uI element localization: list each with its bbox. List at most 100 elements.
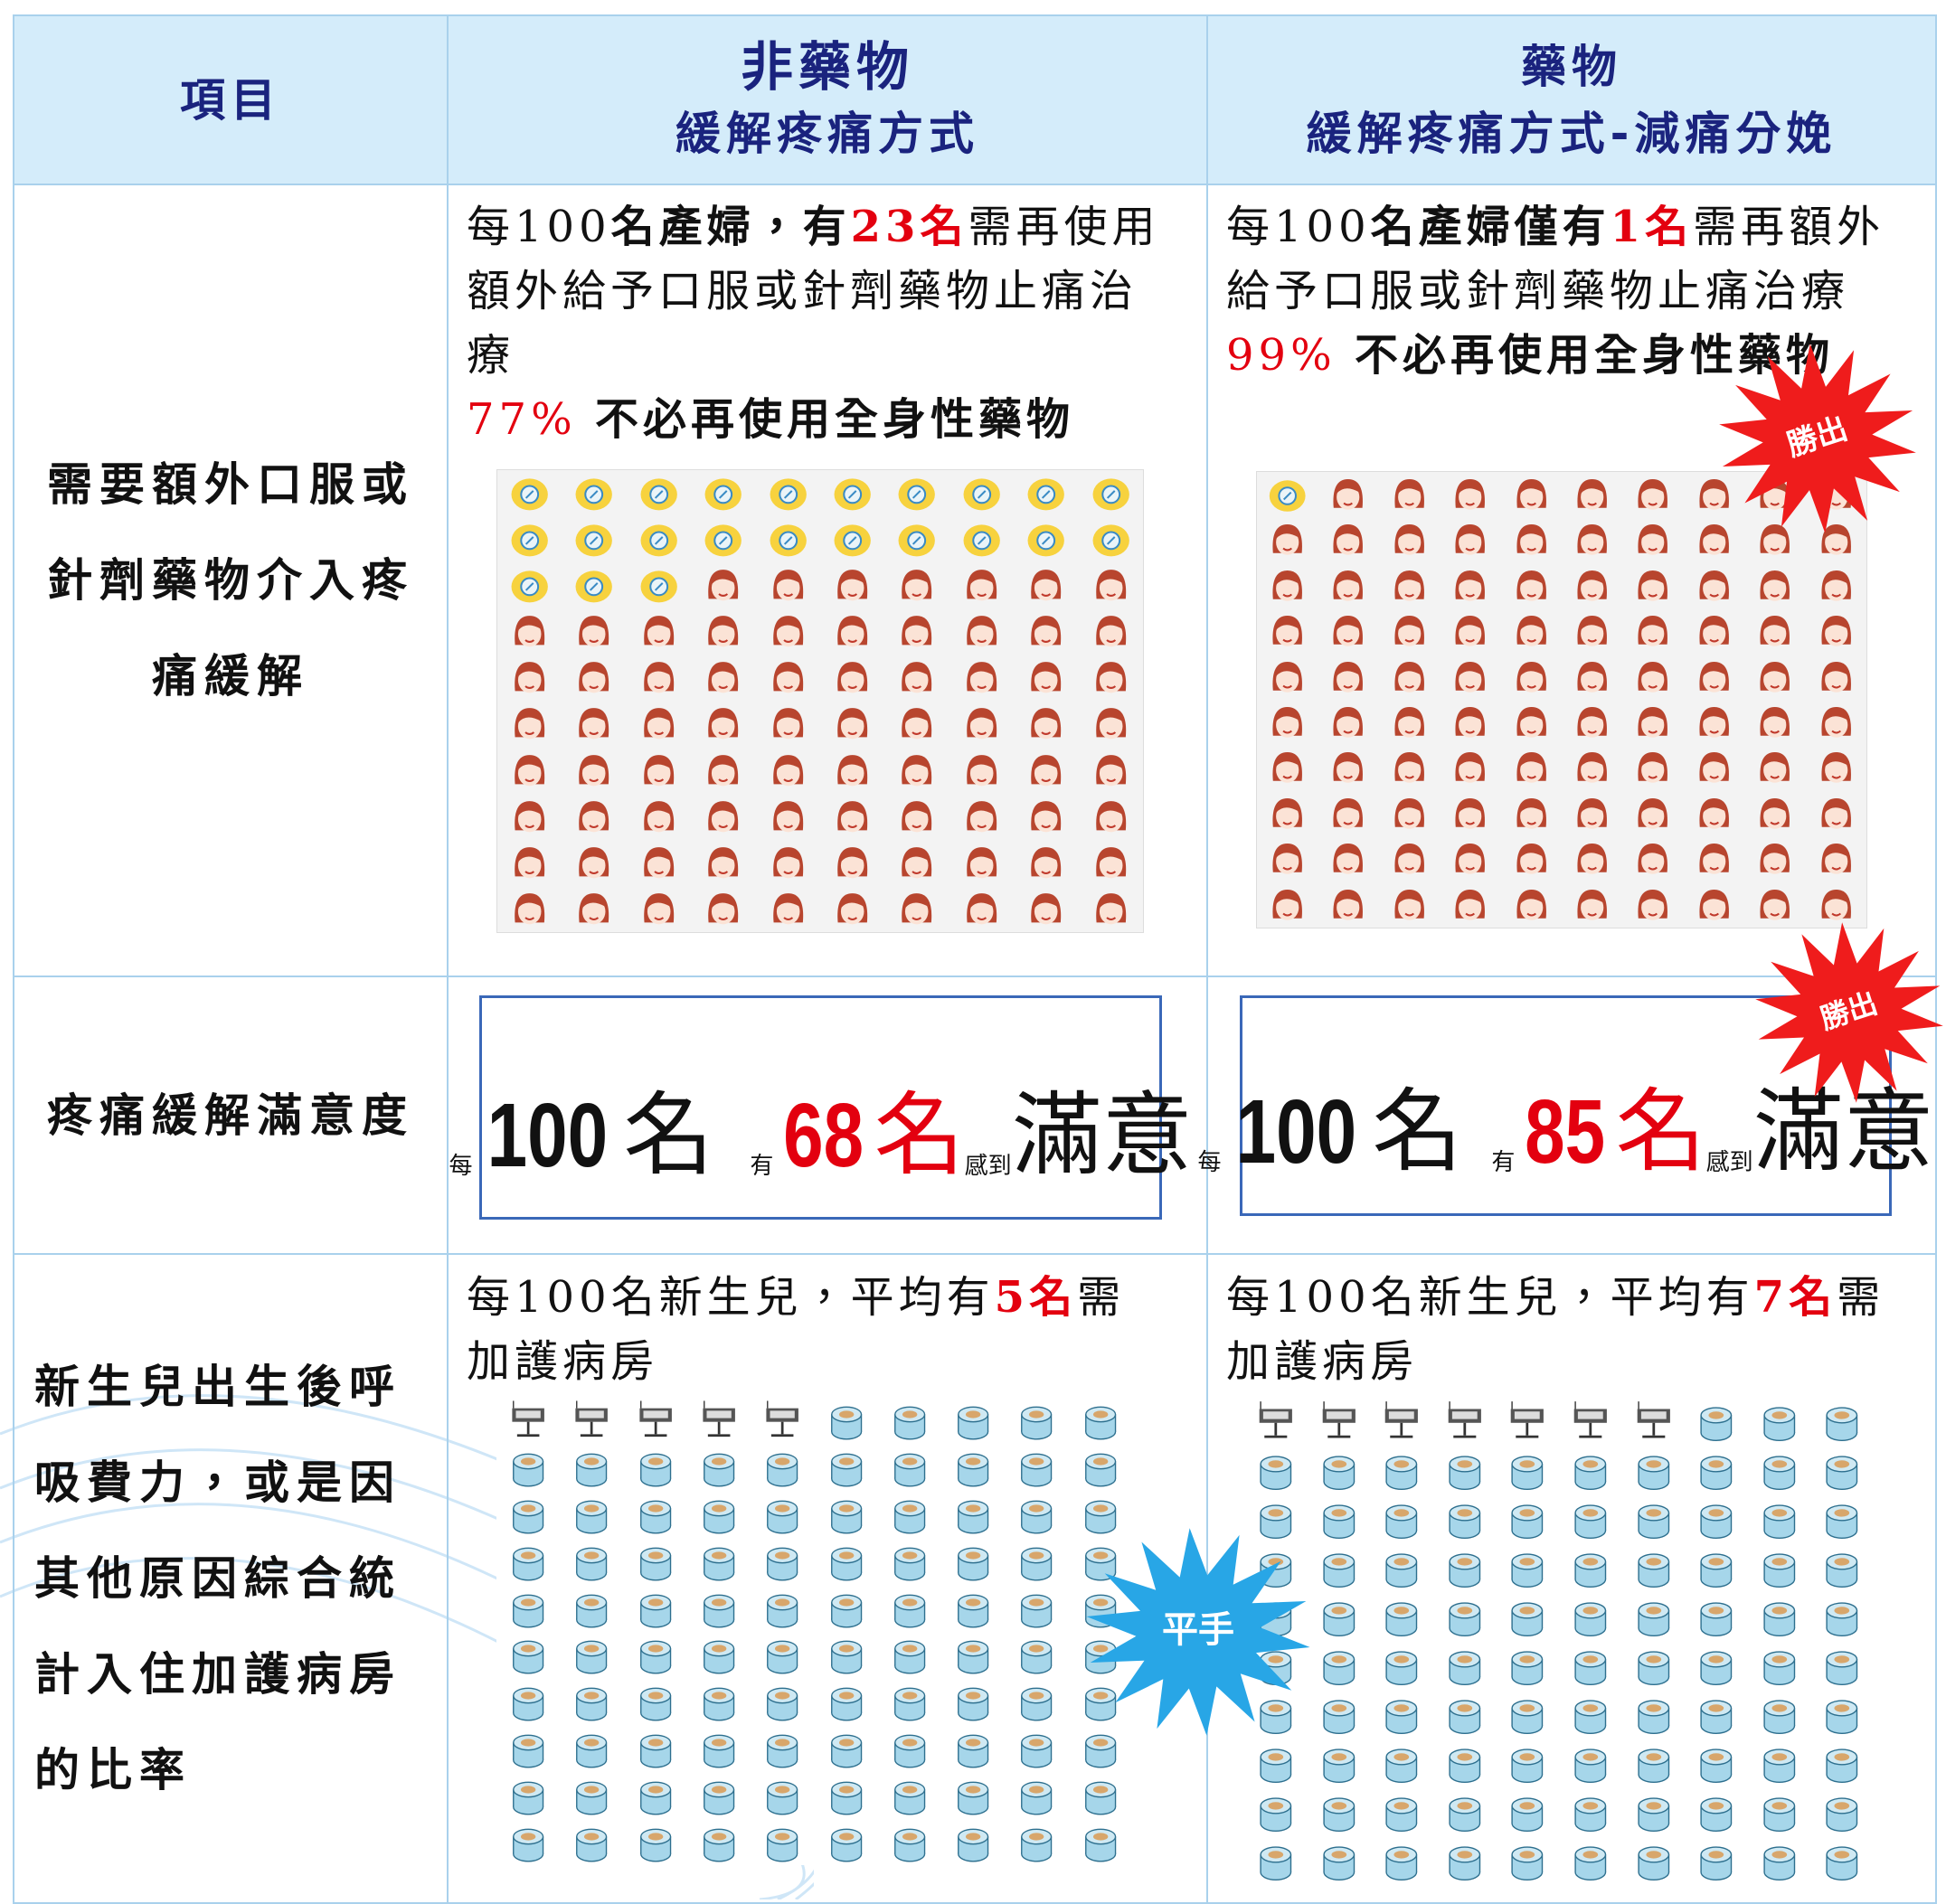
icon [1244, 1786, 1308, 1835]
highlight-icon [1257, 472, 1318, 517]
 [1582, 1753, 1598, 1760]
icon [1501, 791, 1562, 836]
icon-grid [496, 469, 1144, 933]
icon [1005, 1396, 1068, 1443]
text: 每 [467, 202, 515, 252]
 [584, 1786, 599, 1794]
icon [1559, 1640, 1622, 1689]
text: 有 [1491, 1144, 1515, 1177]
icon [1559, 1445, 1622, 1494]
 [1326, 1411, 1351, 1419]
icon [1744, 882, 1805, 928]
icon [1370, 1689, 1433, 1738]
 [1029, 1739, 1044, 1747]
 [775, 1692, 789, 1700]
highlight-icon [627, 516, 691, 562]
icon [949, 794, 1014, 840]
icon [815, 1724, 878, 1771]
highlight-icon [884, 516, 949, 562]
icon [627, 608, 691, 655]
icon [878, 1396, 941, 1443]
icon [1496, 1445, 1559, 1494]
icon [1559, 1786, 1622, 1835]
 [1771, 1411, 1787, 1419]
 [643, 1410, 667, 1418]
 [902, 1786, 917, 1794]
 [706, 1410, 731, 1418]
icon [1685, 1786, 1748, 1835]
 [521, 1692, 535, 1700]
 [1771, 1509, 1787, 1516]
icon [687, 1771, 751, 1818]
icon [815, 1537, 878, 1584]
icon [1501, 563, 1562, 608]
icon [687, 1537, 751, 1584]
text: 100 [515, 1272, 611, 1323]
unit: 名 [1645, 202, 1693, 252]
icon [1318, 563, 1378, 608]
row-label: 疼痛緩解滿意度 [13, 976, 449, 1255]
icon [878, 1818, 941, 1865]
 [775, 1551, 789, 1559]
icon [1810, 1835, 1874, 1884]
icon [1562, 608, 1622, 654]
icon [1685, 1591, 1748, 1640]
 [1709, 1851, 1724, 1858]
 [1029, 1551, 1044, 1559]
icon [1379, 700, 1440, 745]
icon [1562, 882, 1622, 928]
highlight-icon [1014, 470, 1078, 516]
icon [1318, 700, 1378, 745]
icon [1440, 655, 1500, 700]
icon [562, 701, 626, 747]
 [1268, 1802, 1283, 1809]
 [1093, 1410, 1108, 1418]
icon [1748, 1640, 1811, 1689]
icon [1622, 1689, 1686, 1738]
 [1709, 1704, 1724, 1711]
icon [1622, 1591, 1686, 1640]
 [1093, 1504, 1108, 1512]
 [521, 1457, 535, 1465]
icon [751, 1443, 814, 1490]
icon [1685, 1689, 1748, 1738]
 [1520, 1802, 1535, 1809]
 [1582, 1655, 1598, 1663]
icon [878, 1771, 941, 1818]
icon [815, 1490, 878, 1537]
icon [751, 1630, 814, 1677]
icon [1562, 745, 1622, 790]
 [1331, 1704, 1346, 1711]
 [1709, 1753, 1724, 1760]
icon [1684, 745, 1744, 790]
icon [1501, 745, 1562, 790]
icon [497, 608, 562, 655]
 [648, 1457, 663, 1465]
text: 100 [1274, 1272, 1371, 1323]
header-subtitle: 緩解疼痛方式 [675, 100, 979, 167]
icon [1433, 1494, 1497, 1542]
highlight-icon [820, 470, 884, 516]
icon [1379, 517, 1440, 562]
highlight-icon [756, 516, 820, 562]
icon [1748, 1786, 1811, 1835]
 [1331, 1607, 1346, 1614]
highlight-icon [627, 470, 691, 516]
text: 感到 [1706, 1144, 1753, 1177]
 [1394, 1607, 1410, 1614]
icon [1622, 563, 1683, 608]
 [1029, 1833, 1044, 1840]
icon [1744, 745, 1805, 790]
icon [884, 794, 949, 840]
icon [1496, 1542, 1559, 1591]
 [775, 1598, 789, 1606]
icon [751, 1724, 814, 1771]
icon [1622, 1542, 1686, 1591]
icon [1433, 1445, 1497, 1494]
 [966, 1692, 980, 1700]
icon [1257, 882, 1318, 928]
 [584, 1551, 599, 1559]
icon [1257, 563, 1318, 608]
header-title: 藥物 [1521, 33, 1622, 100]
icon [756, 562, 820, 608]
